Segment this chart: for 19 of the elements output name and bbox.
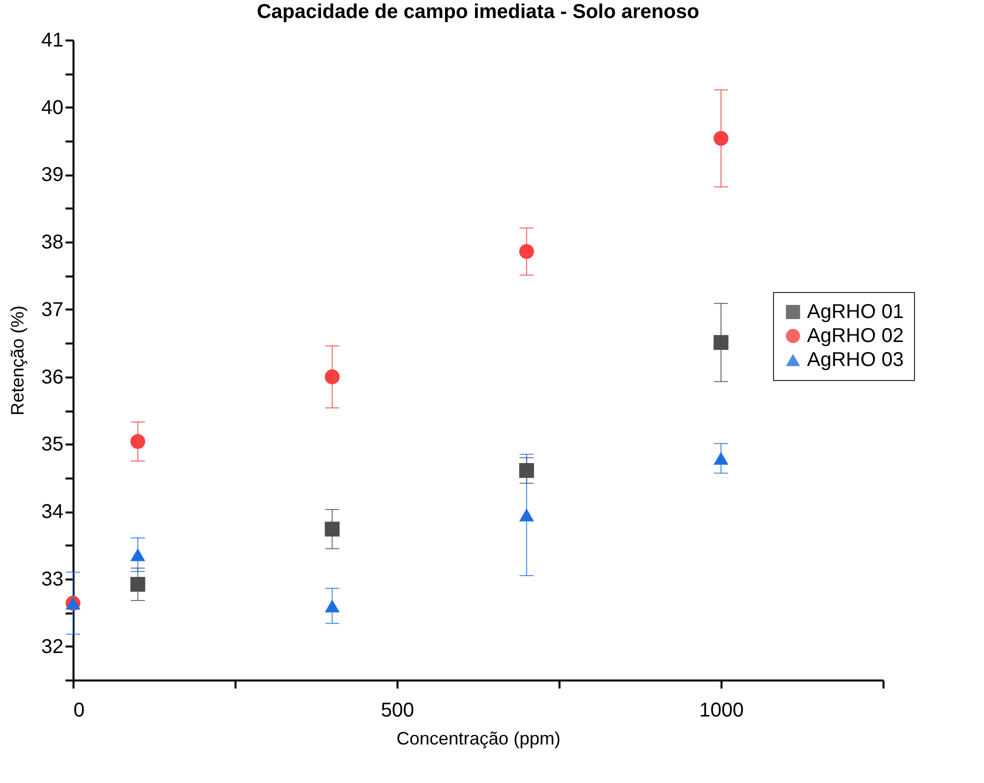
x-tick-label: 500 <box>380 700 414 722</box>
y-tick-label: 40 <box>41 96 64 119</box>
y-tick-label: 35 <box>41 434 64 456</box>
y-axis-title: Retenção (%) <box>7 305 28 416</box>
y-tick-label: 41 <box>41 30 64 52</box>
legend-label: AgRHO 03 <box>807 349 904 371</box>
x-axis-title: Concentração (ppm) <box>396 728 561 748</box>
y-tick-label: 38 <box>41 232 64 254</box>
x-tick-label: 0 <box>74 700 85 722</box>
chart-title: Capacidade de campo imediata - Solo arenoso <box>256 1 700 23</box>
y-tick-label: 36 <box>41 366 64 388</box>
x-tick-label: 1000 <box>699 700 744 722</box>
y-tick-label: 32 <box>41 636 64 658</box>
y-tick-label: 33 <box>41 568 64 590</box>
y-tick-label: 39 <box>41 164 64 186</box>
legend-label: AgRHO 02 <box>807 325 904 347</box>
y-tick-label: 37 <box>41 298 64 321</box>
legend-label: AgRHO 01 <box>807 301 904 323</box>
y-tick-label: 34 <box>41 501 64 524</box>
